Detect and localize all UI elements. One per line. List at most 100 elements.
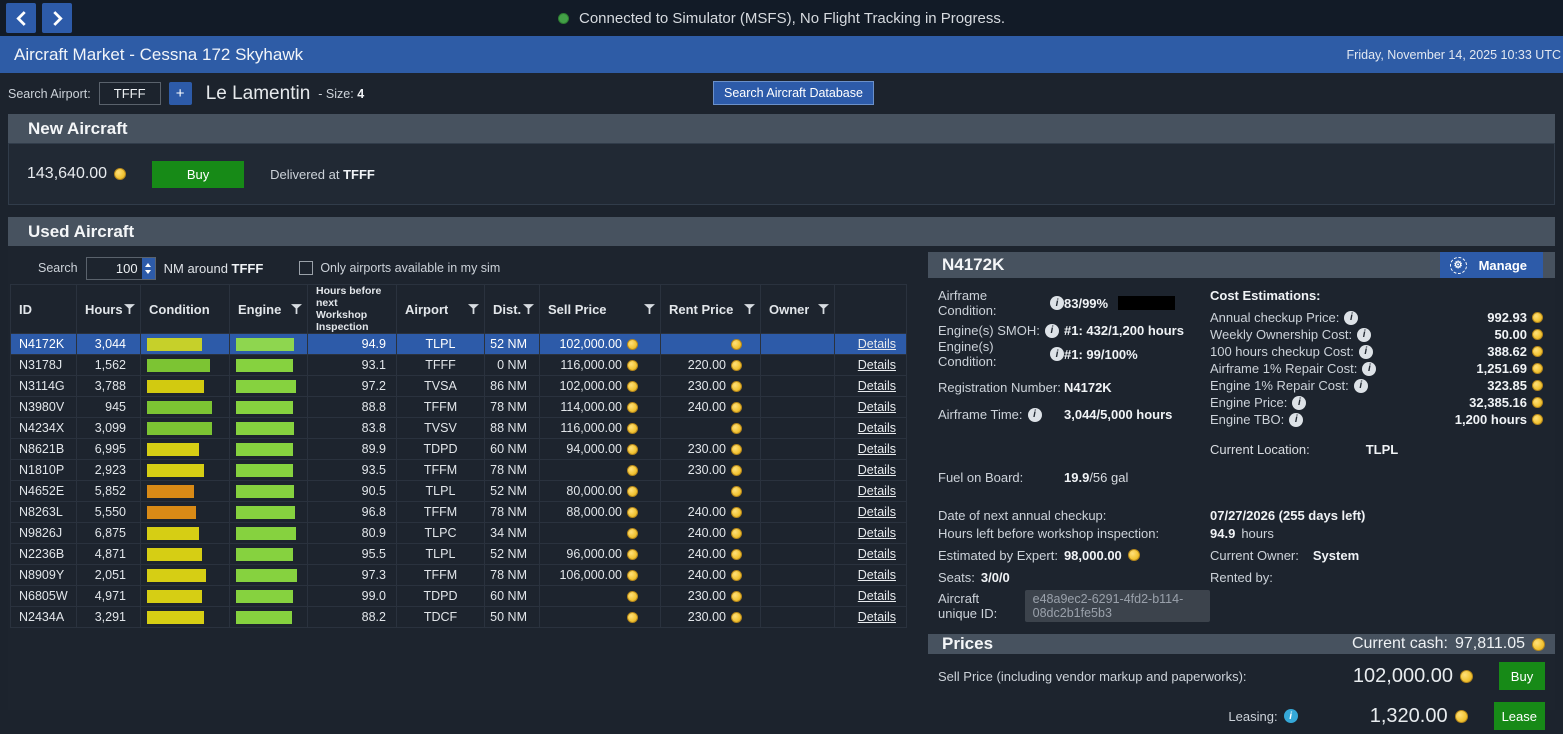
column-header[interactable]: Hours before next Workshop Inspection [308,285,397,334]
aircraft-table-row[interactable]: N6805W 4,971 99.0 TDPD 60 NM 230.00 Deta… [11,586,907,607]
connection-status-text: Connected to Simulator (MSFS), No Flight… [579,10,1005,27]
cost-info-icon[interactable]: i [1359,345,1373,359]
rent-price: 240.00 [688,547,726,561]
condition-bar [147,338,202,351]
details-link[interactable]: Details [858,421,896,435]
filter-icon[interactable] [291,304,302,314]
engine-bar [236,401,293,414]
aircraft-distance: 78 NM [490,568,527,582]
spinner-up-icon[interactable] [145,263,151,267]
aircraft-table-row[interactable]: N3178J 1,562 93.1 TFFF 0 NM 116,000.00 2… [11,355,907,376]
aircraft-distance: 78 NM [490,463,527,477]
cost-info-icon[interactable]: i [1362,362,1376,376]
bottom-right-column: 07/27/2026 (255 days left) 94.9 hours Cu… [1210,506,1545,622]
aircraft-table-row[interactable]: N3980V 945 88.8 TFFM 78 NM 114,000.00 24… [11,397,907,418]
sell-price-row: Sell Price (including vendor markup and … [928,654,1555,694]
aircraft-table-row[interactable]: N1810P 2,923 93.5 TFFM 78 NM 230.00 Deta… [11,460,907,481]
manage-button[interactable]: ⚙ Manage [1440,252,1543,278]
details-link[interactable]: Details [858,547,896,561]
lease-aircraft-button[interactable]: Lease [1494,702,1545,730]
details-link[interactable]: Details [858,463,896,477]
details-link[interactable]: Details [858,505,896,519]
radius-airport: TFFF [232,261,264,276]
column-header[interactable]: Condition [141,285,230,334]
column-header[interactable]: Sell Price [540,285,661,334]
sell-price: 116,000.00 [560,358,622,372]
filter-icon[interactable] [124,304,135,314]
airframe-condition-label: Airframe Condition: [938,288,1045,318]
column-header[interactable]: Engine [230,285,308,334]
cost-info-icon[interactable]: i [1292,396,1306,410]
cost-info-icon[interactable]: i [1289,413,1303,427]
cost-estimation-row: Annual checkup Price: i 992.93 [1210,309,1545,326]
airframe-time-info-icon[interactable]: i [1028,408,1042,422]
details-link[interactable]: Details [858,358,896,372]
airport-code-input[interactable] [99,82,161,105]
details-link[interactable]: Details [858,379,896,393]
column-header[interactable]: Rent Price [661,285,761,334]
filter-icon[interactable] [523,304,534,314]
aircraft-table-row[interactable]: N8909Y 2,051 97.3 TFFM 78 NM 106,000.00 … [11,565,907,586]
details-link[interactable]: Details [858,568,896,582]
coin-icon [627,612,638,623]
aircraft-table-row[interactable]: N9826J 6,875 80.9 TLPC 34 NM 240.00 Deta… [11,523,907,544]
leasing-info-icon[interactable]: i [1284,709,1298,723]
inspection-hours: 89.9 [362,442,386,456]
filter-icon[interactable] [818,304,829,314]
column-header[interactable]: Dist. [485,285,540,334]
spinner-down-icon[interactable] [145,270,151,274]
aircraft-distance: 60 NM [490,442,527,456]
detail-left-column: Airframe Condition: i 83/99% Engine(s) S… [938,288,1210,490]
aircraft-table-row[interactable]: N8263L 5,550 96.8 TFFM 78 NM 88,000.00 2… [11,502,907,523]
add-airport-button[interactable]: + [169,82,192,105]
coin-icon [731,423,742,434]
aircraft-hours: 6,875 [95,526,126,540]
details-link[interactable]: Details [858,526,896,540]
aircraft-table-row[interactable]: N8621B 6,995 89.9 TDPD 60 NM 94,000.00 2… [11,439,907,460]
aircraft-hours: 3,044 [95,337,126,351]
annual-checkup-value: 07/27/2026 (255 days left) [1210,508,1365,523]
engines-condition-info-icon[interactable]: i [1050,347,1064,361]
cost-info-icon[interactable]: i [1344,311,1358,325]
aircraft-table-row[interactable]: N2236B 4,871 95.5 TLPL 52 NM 96,000.00 2… [11,544,907,565]
aircraft-table-row[interactable]: N4652E 5,852 90.5 TLPL 52 NM 80,000.00 D… [11,481,907,502]
details-link[interactable]: Details [858,484,896,498]
aircraft-distance: 78 NM [490,400,527,414]
inspection-hours: 97.3 [362,568,386,582]
details-link[interactable]: Details [858,610,896,624]
cost-info-icon[interactable]: i [1354,379,1368,393]
delivered-airport: TFFF [343,167,375,182]
details-link[interactable]: Details [858,442,896,456]
column-header[interactable]: Owner [761,285,835,334]
column-label: ID [19,302,32,317]
radius-spinner[interactable] [142,258,155,279]
filter-icon[interactable] [468,304,479,314]
cost-info-icon[interactable]: i [1357,328,1371,342]
new-aircraft-body: 143,640.00 Buy Delivered at TFFF [8,143,1555,205]
buy-new-aircraft-button[interactable]: Buy [152,161,244,188]
column-header[interactable]: Airport [397,285,485,334]
column-header[interactable] [835,285,907,334]
filter-icon[interactable] [644,304,655,314]
aircraft-table-row[interactable]: N2434A 3,291 88.2 TDCF 50 NM 230.00 Deta… [11,607,907,628]
only-sim-airports-checkbox[interactable] [299,261,313,275]
details-link[interactable]: Details [858,337,896,351]
aircraft-table-row[interactable]: N4234X 3,099 83.8 TVSV 88 NM 116,000.00 … [11,418,907,439]
aircraft-table-row[interactable]: N4172K 3,044 94.9 TLPL 52 NM 102,000.00 … [11,334,907,355]
search-aircraft-database-button[interactable]: Search Aircraft Database [713,81,874,105]
current-location-value: TLPL [1366,442,1399,457]
aircraft-unique-id-box[interactable]: e48a9ec2-6291-4fd2-b114-08dc2b1fe5b3 [1025,590,1210,622]
aircraft-table-row[interactable]: N3114G 3,788 97.2 TVSA 86 NM 102,000.00 … [11,376,907,397]
details-link[interactable]: Details [858,589,896,603]
airframe-condition-info-icon[interactable]: i [1050,296,1064,310]
filter-icon[interactable] [744,304,755,314]
seats-value: 3/0/0 [981,570,1010,585]
connection-status: Connected to Simulator (MSFS), No Flight… [0,0,1563,36]
radius-input[interactable] [87,258,142,279]
engines-smoh-info-icon[interactable]: i [1045,324,1059,338]
expert-estimate-row: Estimated by Expert: 98,000.00 [938,546,1210,564]
buy-used-aircraft-button[interactable]: Buy [1499,662,1545,690]
column-header[interactable]: ID [11,285,77,334]
details-link[interactable]: Details [858,400,896,414]
column-header[interactable]: Hours [77,285,141,334]
